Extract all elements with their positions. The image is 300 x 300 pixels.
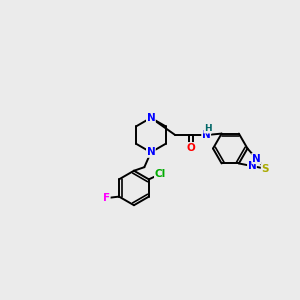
Text: Cl: Cl xyxy=(154,169,166,179)
Text: N: N xyxy=(252,154,261,164)
Text: O: O xyxy=(186,142,195,153)
Text: N: N xyxy=(146,113,155,123)
Text: H: H xyxy=(204,124,212,133)
Text: S: S xyxy=(261,164,269,174)
Text: N: N xyxy=(248,161,256,171)
Text: N: N xyxy=(202,130,211,140)
Text: F: F xyxy=(103,193,110,203)
Text: N: N xyxy=(146,147,155,157)
